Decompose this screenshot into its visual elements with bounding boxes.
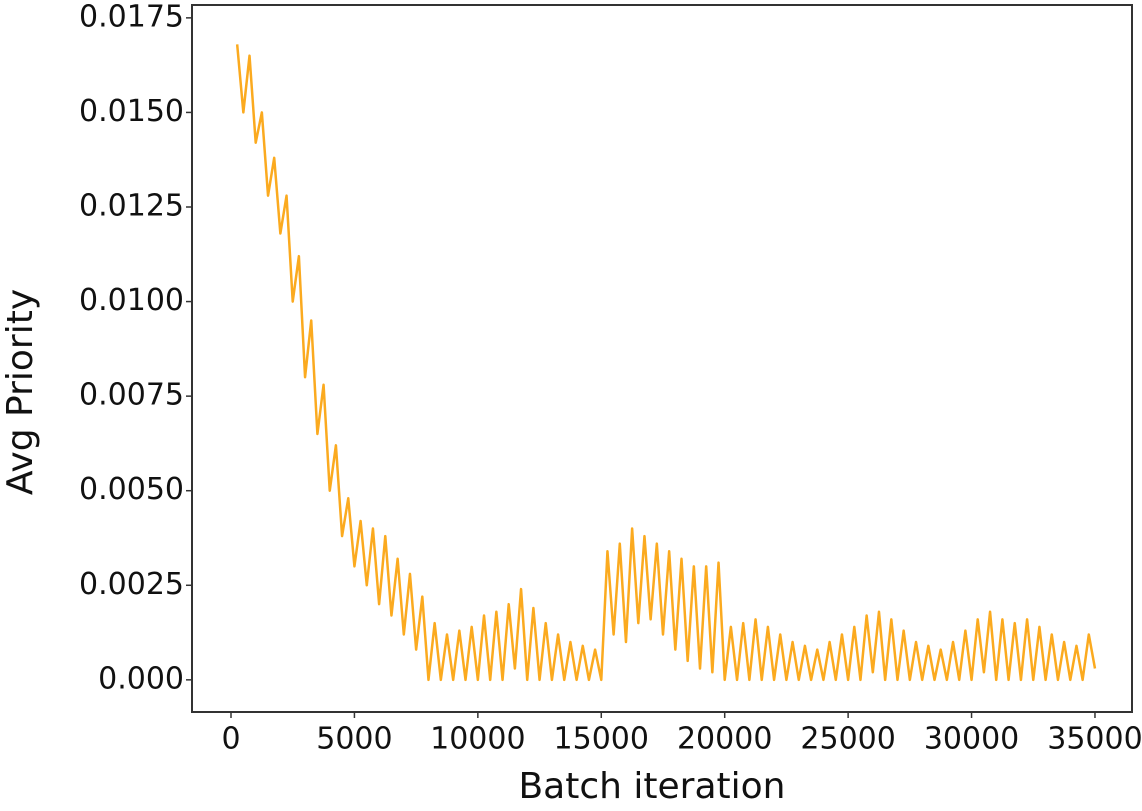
x-tick-label: 10000: [430, 722, 525, 757]
x-tick-label: 20000: [677, 722, 772, 757]
y-tick-label: 0.0125: [79, 189, 184, 224]
y-tick-label: 0.0175: [79, 0, 184, 34]
y-tick-label: 0.000: [98, 661, 184, 696]
x-tick-label: 15000: [554, 722, 649, 757]
x-axis-title: Batch iteration: [518, 766, 785, 807]
y-tick-label: 0.0075: [79, 378, 184, 413]
x-tick-label: 25000: [800, 722, 895, 757]
y-tick-label: 0.0025: [79, 567, 184, 602]
data-line: [235, 44, 1097, 682]
plot-frame: [191, 4, 1133, 713]
y-tick-label: 0.0150: [79, 94, 184, 129]
y-tick-label: 0.0050: [79, 472, 184, 507]
y-axis-title: Avg Priority: [0, 289, 41, 495]
x-tick-label: 35000: [1047, 722, 1142, 757]
x-tick-label: 0: [221, 722, 240, 757]
x-tick-label: 5000: [316, 722, 392, 757]
x-tick-label: 30000: [924, 722, 1019, 757]
y-tick-label: 0.0100: [79, 283, 184, 318]
